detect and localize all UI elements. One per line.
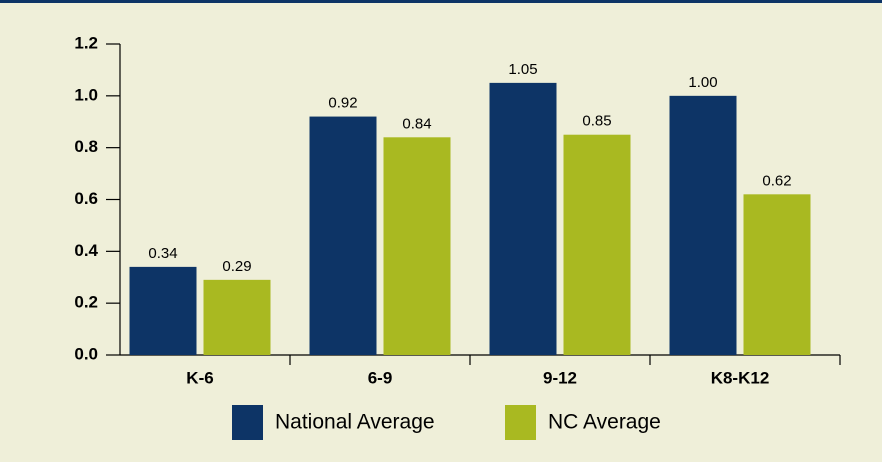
bar (669, 95, 737, 355)
legend-label: NC Average (548, 411, 661, 434)
bar (489, 82, 557, 355)
y-tick-label: 0.4 (74, 241, 98, 260)
value-label: 0.34 (148, 245, 177, 262)
y-tick-label: 1.2 (74, 33, 98, 52)
y-tick-label: 1.0 (74, 85, 98, 104)
x-tick-label: K-6 (186, 368, 213, 387)
value-label: 0.84 (402, 115, 431, 132)
bar (563, 134, 631, 355)
bar (743, 194, 811, 355)
y-tick-label: 0.6 (74, 189, 98, 208)
bar (129, 266, 197, 355)
value-label: 0.92 (328, 95, 357, 112)
legend-swatch (505, 405, 536, 440)
x-tick-label: 6-9 (368, 368, 393, 387)
value-label: 0.29 (222, 258, 251, 275)
value-label: 1.05 (508, 61, 537, 78)
value-label: 0.62 (762, 172, 791, 189)
top-rule (0, 0, 882, 3)
value-label: 0.85 (582, 113, 611, 130)
legend-swatch (232, 405, 263, 440)
bar (203, 279, 271, 355)
y-tick-label: 0.8 (74, 137, 98, 156)
x-tick-label: 9-12 (543, 368, 577, 387)
legend-label: National Average (275, 411, 435, 434)
bar (383, 137, 451, 355)
value-label: 1.00 (688, 74, 717, 91)
y-tick-label: 0.2 (74, 293, 98, 312)
y-tick-label: 0.0 (74, 344, 98, 363)
x-tick-label: K8-K12 (711, 368, 770, 387)
bar (309, 116, 377, 355)
